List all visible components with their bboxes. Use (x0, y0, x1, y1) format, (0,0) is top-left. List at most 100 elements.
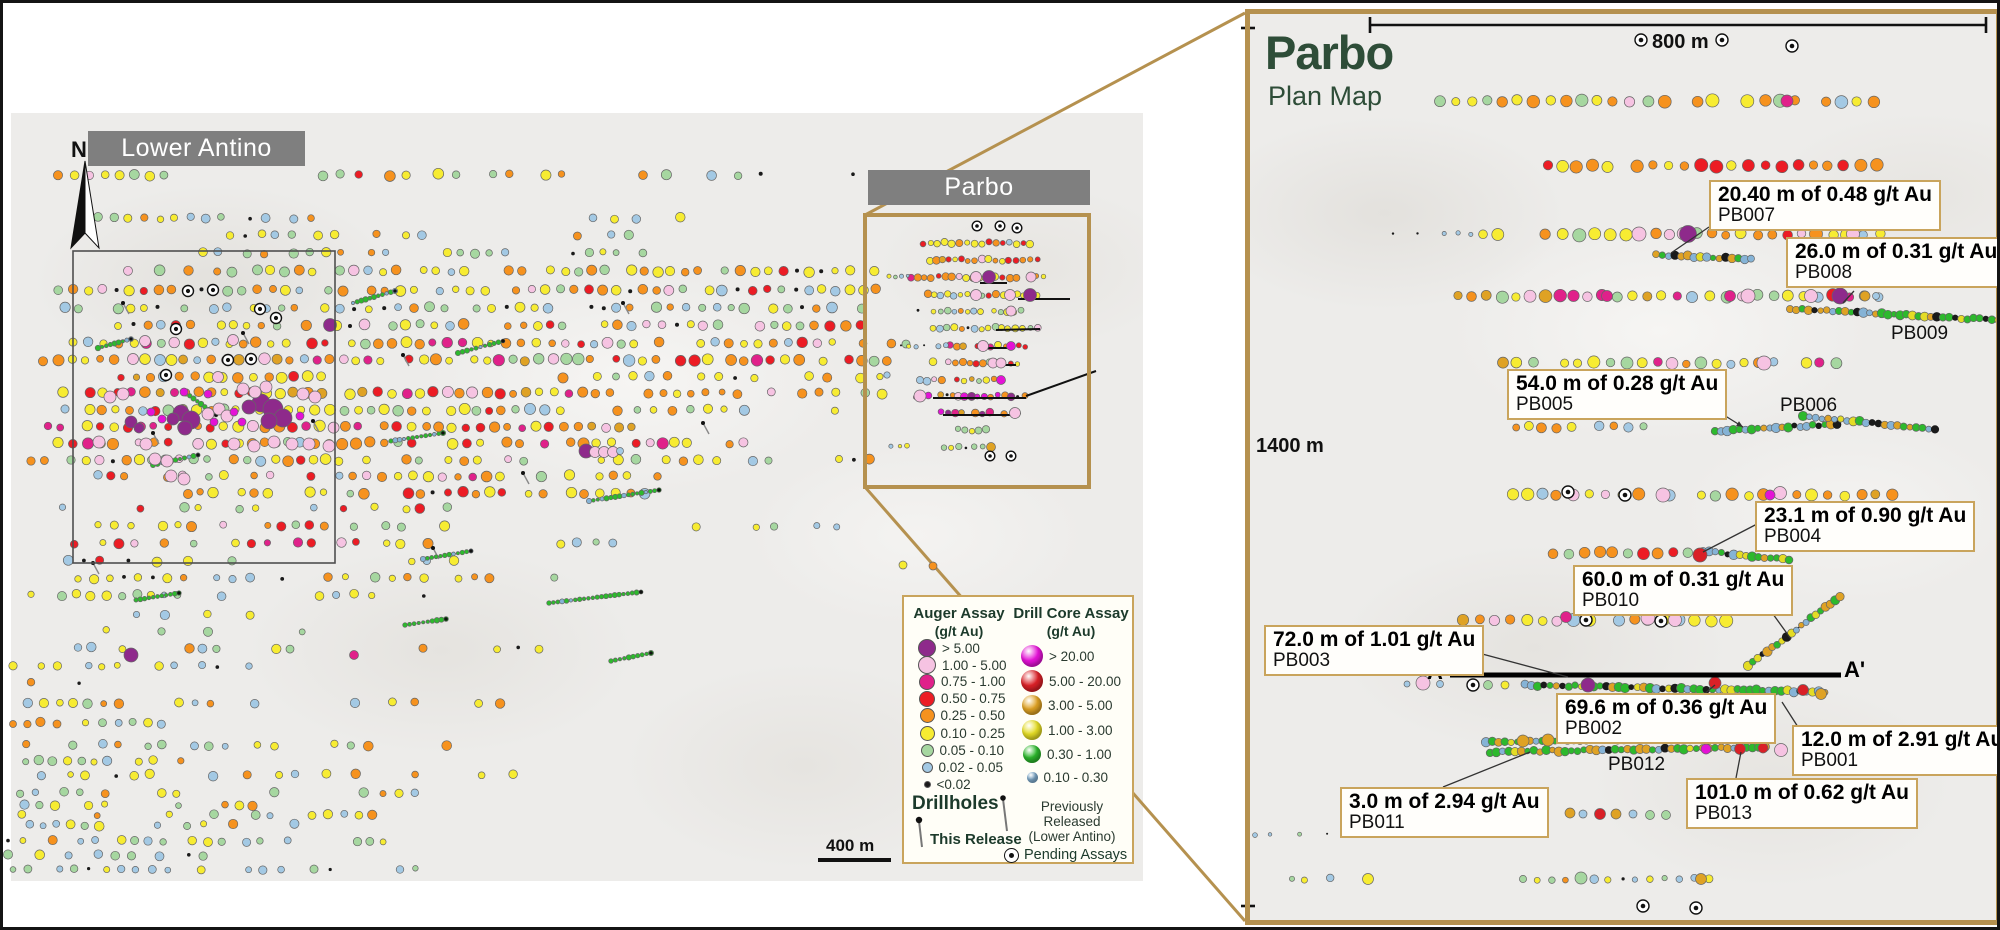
legend-auger-title: Auger Assay (913, 605, 1005, 622)
legend-item-label: > 5.00 (942, 640, 980, 656)
legend-item: 0.25 - 0.50 (908, 708, 1006, 724)
legend-swatch-orange (919, 708, 935, 724)
parbo-top-scale-label: 800 m (1652, 31, 1709, 53)
drillhole-pin-icon (915, 816, 923, 848)
legend-item-label: 0.02 - 0.05 (938, 760, 1004, 776)
callout-intercept: 72.0 m of 1.01 g/t Au (1273, 628, 1476, 651)
parbo-title: Parbo (1265, 26, 1394, 79)
callout-intercept: 54.0 m of 0.28 g/t Au (1516, 372, 1719, 395)
legend-item-label: 5.00 - 20.00 (1049, 673, 1122, 689)
legend-item: 0.10 - 0.30 (1008, 770, 1108, 785)
callout-hole-id: PB013 (1695, 802, 1753, 824)
legend-item-label: 0.30 - 1.00 (1047, 746, 1112, 762)
legend-auger-unit: (g/t Au) (934, 623, 984, 639)
callout-hole-id: PB005 (1516, 393, 1574, 415)
banner-lower-antino: Lower Antino (88, 131, 305, 166)
legend-swatch-blue (921, 762, 933, 774)
callout-hole-id: PB010 (1582, 589, 1640, 611)
legend-item: 0.05 - 0.10 (908, 743, 1004, 758)
legend-item: 1.00 - 5.00 (908, 656, 1007, 675)
legend-pending-assays-label: Pending Assays (1024, 847, 1128, 863)
callout-pb001: 12.0 m of 2.91 g/t Au PB001 (1792, 725, 2000, 776)
parbo-panel-frame (1245, 9, 1997, 925)
callout-pb011: 3.0 m of 2.94 g/t Au PB011 (1340, 787, 1549, 838)
callout-hole-id: PB007 (1718, 204, 1776, 226)
north-label: N (71, 137, 87, 162)
legend-item: > 5.00 (908, 639, 980, 657)
callout-hole-id: PB011 (1349, 811, 1405, 833)
legend-swatch-pale (918, 656, 936, 675)
callout-hole-id: PB004 (1764, 525, 1822, 547)
parbo-left-scale-label: 1400 m (1256, 435, 1324, 457)
legend-item: 0.10 - 0.25 (908, 725, 1005, 741)
legend-item-label: 0.10 - 0.30 (1043, 770, 1109, 785)
drillhole-pin-icon-prev (1000, 795, 1008, 832)
legend-drillholes-title: Drillholes (912, 793, 999, 814)
legend-item-label: 1.00 - 3.00 (1048, 722, 1113, 738)
legend-previously-released-line2: (Lower Antino) (1028, 828, 1116, 844)
parbo-subtitle: Plan Map (1268, 81, 1383, 111)
callout-intercept: 12.0 m of 2.91 g/t Au (1801, 728, 2000, 751)
callout-pb010: 60.0 m of 0.31 g/t Au PB010 (1573, 565, 1794, 616)
drillhole-label-pb012: PB012 (1608, 754, 1666, 775)
legend-swatch-coregreen (1023, 745, 1041, 763)
callout-pb005: 54.0 m of 0.28 g/t Au PB005 (1507, 369, 1728, 420)
callout-pb003: 72.0 m of 1.01 g/t Au PB003 (1264, 625, 1485, 676)
callout-intercept: 3.0 m of 2.94 g/t Au (1349, 790, 1540, 813)
legend-item-label: 0.75 - 1.00 (941, 674, 1006, 690)
callout-intercept: 20.40 m of 0.48 g/t Au (1718, 183, 1932, 206)
legend-core-unit: (g/t Au) (1046, 623, 1096, 639)
callout-pb013: 101.0 m of 0.62 g/t Au PB013 (1686, 778, 1918, 829)
legend-item-label: <0.02 (936, 777, 971, 793)
callout-pb004: 23.1 m of 0.90 g/t Au PB004 (1755, 501, 1976, 552)
legend-swatch-purple (918, 639, 936, 657)
legend-this-release-label: This Release (930, 831, 1022, 848)
drillhole-label-pb009: PB009 (1891, 323, 1949, 344)
legend-previously-released-line1: Previously Released (1040, 799, 1104, 829)
legend-item: 0.75 - 1.00 (908, 673, 1006, 690)
legend-core-title: Drill Core Assay (1013, 605, 1129, 622)
drillhole-label-pb006: PB006 (1780, 395, 1838, 416)
legend: Auger Assay (g/t Au) Drill Core Assay (g… (902, 595, 1134, 864)
callout-intercept: 69.6 m of 0.36 g/t Au (1565, 696, 1768, 719)
callout-intercept: 101.0 m of 0.62 g/t Au (1695, 781, 1909, 804)
left-map-scale-label: 400 m (826, 836, 875, 855)
legend-swatch-coreblue (1026, 772, 1038, 783)
legend-item: 0.02 - 0.05 (908, 760, 1003, 775)
legend-item-label: 0.50 - 0.75 (941, 691, 1006, 707)
legend-item: <0.02 (908, 777, 971, 792)
legend-swatch-coreyellow (1022, 720, 1042, 740)
legend-item: 0.50 - 0.75 (908, 690, 1006, 707)
section-label-a-prime: A' (1844, 657, 1866, 682)
legend-item: 1.00 - 3.00 (1008, 720, 1113, 740)
legend-swatch-black (923, 781, 931, 789)
legend-item-label: 1.00 - 5.00 (942, 657, 1007, 673)
banner-parbo: Parbo (868, 170, 1090, 205)
legend-item-label: 3.00 - 5.00 (1048, 697, 1113, 713)
legend-swatch-red (919, 690, 935, 707)
callout-pb007: 20.40 m of 0.48 g/t Au PB007 (1709, 180, 1941, 231)
legend-swatch-magenta (1021, 645, 1043, 667)
callout-hole-id: PB002 (1565, 717, 1623, 739)
callout-pb008: 26.0 m of 0.31 g/t Au PB008 (1786, 237, 1998, 288)
legend-swatch-corered (1021, 670, 1043, 692)
legend-previously-released-label: Previously Released (Lower Antino) (1012, 799, 1132, 845)
legend-item: > 20.00 (1008, 645, 1094, 667)
callout-intercept: 26.0 m of 0.31 g/t Au (1795, 240, 1998, 263)
pending-assays-icon (1004, 848, 1019, 863)
legend-item-label: > 20.00 (1049, 648, 1095, 664)
legend-swatch-green (920, 743, 934, 757)
legend-swatch-yellow (919, 725, 935, 741)
callout-hole-id: PB001 (1801, 749, 1859, 771)
legend-swatch-deeppink (919, 673, 935, 690)
legend-item: 5.00 - 20.00 (1008, 670, 1121, 692)
callout-intercept: 60.0 m of 0.31 g/t Au (1582, 568, 1785, 591)
legend-item: 0.30 - 1.00 (1008, 745, 1112, 763)
legend-item-label: 0.25 - 0.50 (940, 708, 1006, 724)
callout-hole-id: PB008 (1795, 261, 1853, 283)
callout-intercept: 23.1 m of 0.90 g/t Au (1764, 504, 1967, 527)
callout-hole-id: PB003 (1273, 649, 1331, 671)
legend-item: 3.00 - 5.00 (1008, 695, 1113, 715)
legend-item-label: 0.05 - 0.10 (939, 742, 1005, 758)
